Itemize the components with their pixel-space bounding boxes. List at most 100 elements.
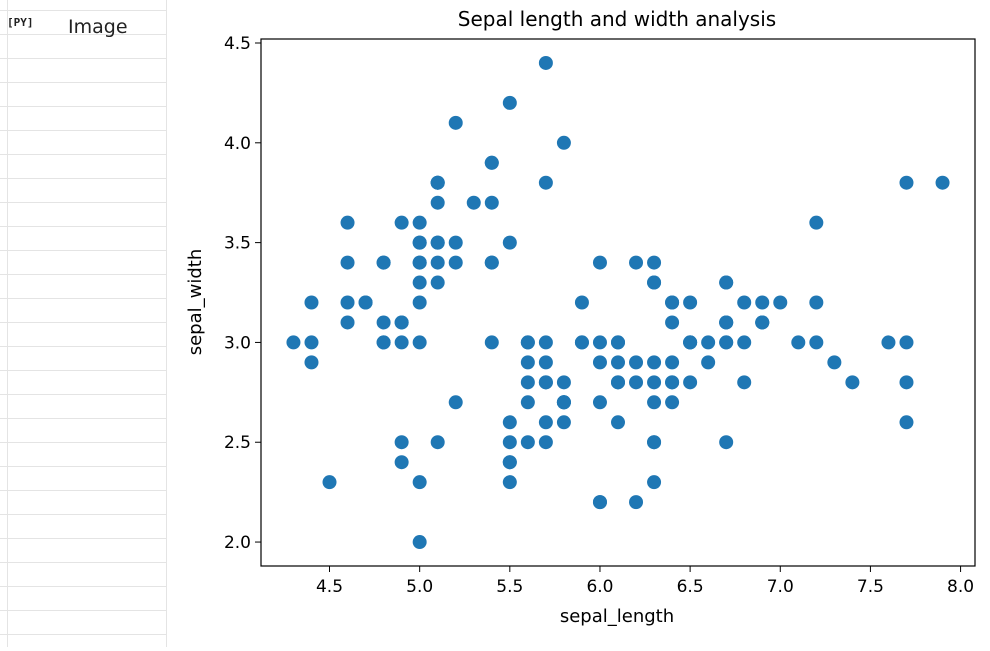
scatter-point xyxy=(665,355,680,370)
x-tick-label: 4.5 xyxy=(316,577,343,597)
python-badge-icon: [PY] xyxy=(7,16,34,29)
scatter-point xyxy=(665,295,680,310)
scatter-point xyxy=(304,355,319,370)
scatter-point xyxy=(412,535,427,550)
scatter-point xyxy=(899,415,914,430)
scatter-point xyxy=(502,415,517,430)
x-tick-label: 8.0 xyxy=(947,577,974,597)
scatter-point xyxy=(520,435,535,450)
scatter-point xyxy=(556,415,571,430)
scatter-point xyxy=(683,295,698,310)
scatter-point xyxy=(629,355,644,370)
scatter-point xyxy=(665,375,680,390)
scatter-point xyxy=(737,335,752,350)
scatter-point xyxy=(899,335,914,350)
scatter-point xyxy=(448,235,463,250)
scatter-point xyxy=(809,295,824,310)
y-tick-label: 4.0 xyxy=(224,134,251,154)
scatter-point xyxy=(737,375,752,390)
scatter-point xyxy=(556,375,571,390)
scatter-point xyxy=(520,355,535,370)
y-axis-label: sepal_width xyxy=(185,249,206,356)
scatter-point xyxy=(827,355,842,370)
scatter-point xyxy=(502,235,517,250)
scatter-point xyxy=(701,355,716,370)
scatter-point xyxy=(538,375,553,390)
scatter-point xyxy=(502,455,517,470)
scatter-point xyxy=(520,335,535,350)
scatter-point xyxy=(592,395,607,410)
x-axis-label: sepal_length xyxy=(560,606,674,627)
scatter-point xyxy=(412,255,427,270)
scatter-point xyxy=(412,335,427,350)
scatter-point xyxy=(430,235,445,250)
chart-image: Sepal length and width analysis 4.5 5.0 5.… xyxy=(166,0,990,647)
scatter-point xyxy=(430,435,445,450)
scatter-point xyxy=(881,335,896,350)
scatter-point xyxy=(611,355,625,370)
scatter-point xyxy=(502,475,517,490)
scatter-point xyxy=(629,375,644,390)
scatter-point xyxy=(719,315,734,330)
scatter-point xyxy=(520,375,535,390)
scatter-point xyxy=(430,275,445,290)
scatter-point xyxy=(376,335,391,350)
scatter-point xyxy=(340,315,355,330)
x-axis: 4.5 5.0 5.5 6.0 6.5 7.0 7.5 8.0 xyxy=(316,566,974,597)
scatter-point xyxy=(592,255,607,270)
x-tick-label: 7.0 xyxy=(767,577,794,597)
chart-title: Sepal length and width analysis xyxy=(458,7,776,31)
scatter-point xyxy=(791,335,806,350)
scatter-point xyxy=(647,475,662,490)
scatter-point xyxy=(448,115,463,130)
scatter-point xyxy=(773,295,788,310)
scatter-point xyxy=(394,435,409,450)
scatter-point xyxy=(611,335,625,350)
scatter-point xyxy=(430,195,445,210)
scatter-point xyxy=(556,135,571,150)
scatter-point xyxy=(611,415,625,430)
scatter-point xyxy=(484,195,499,210)
scatter-point xyxy=(683,335,698,350)
scatter-point xyxy=(737,295,752,310)
scatter-point xyxy=(538,415,553,430)
scatter-point xyxy=(430,175,445,190)
scatter-point xyxy=(574,335,589,350)
x-tick-label: 6.0 xyxy=(586,577,613,597)
y-tick-label: 3.5 xyxy=(224,234,251,254)
scatter-point xyxy=(647,255,662,270)
scatter-point xyxy=(935,175,950,190)
y-axis: 2.0 2.5 3.0 3.5 4.0 4.5 xyxy=(224,34,261,553)
scatter-point xyxy=(358,295,373,310)
scatter-point xyxy=(629,495,644,510)
y-tick-label: 3.0 xyxy=(224,333,251,353)
scatter-point xyxy=(683,375,698,390)
scatter-point xyxy=(719,335,734,350)
scatter-point xyxy=(719,435,734,450)
scatter-point xyxy=(538,55,553,70)
scatter-point xyxy=(412,475,427,490)
scatter-point xyxy=(394,215,409,230)
x-tick-label: 5.5 xyxy=(496,577,523,597)
scatter-point xyxy=(322,475,337,490)
y-tick-label: 2.5 xyxy=(224,433,251,453)
scatter-point xyxy=(412,295,427,310)
plot-area-frame xyxy=(260,38,976,567)
scatter-point xyxy=(556,395,571,410)
scatter-point xyxy=(448,255,463,270)
scatter-point xyxy=(412,275,427,290)
image-cell-header[interactable]: [PY] Image xyxy=(0,0,166,647)
scatter-point xyxy=(647,275,662,290)
scatter-point xyxy=(647,395,662,410)
scatter-chart: Sepal length and width analysis 4.5 5.0 5.… xyxy=(185,7,976,627)
scatter-point xyxy=(755,315,770,330)
scatter-point xyxy=(665,395,680,410)
scatter-point xyxy=(286,335,301,350)
scatter-point xyxy=(809,215,824,230)
scatter-point xyxy=(719,275,734,290)
scatter-point xyxy=(412,215,427,230)
scatter-point xyxy=(899,375,914,390)
scatter-point xyxy=(304,335,319,350)
y-tick-label: 4.5 xyxy=(224,34,251,54)
scatter-point xyxy=(899,175,914,190)
